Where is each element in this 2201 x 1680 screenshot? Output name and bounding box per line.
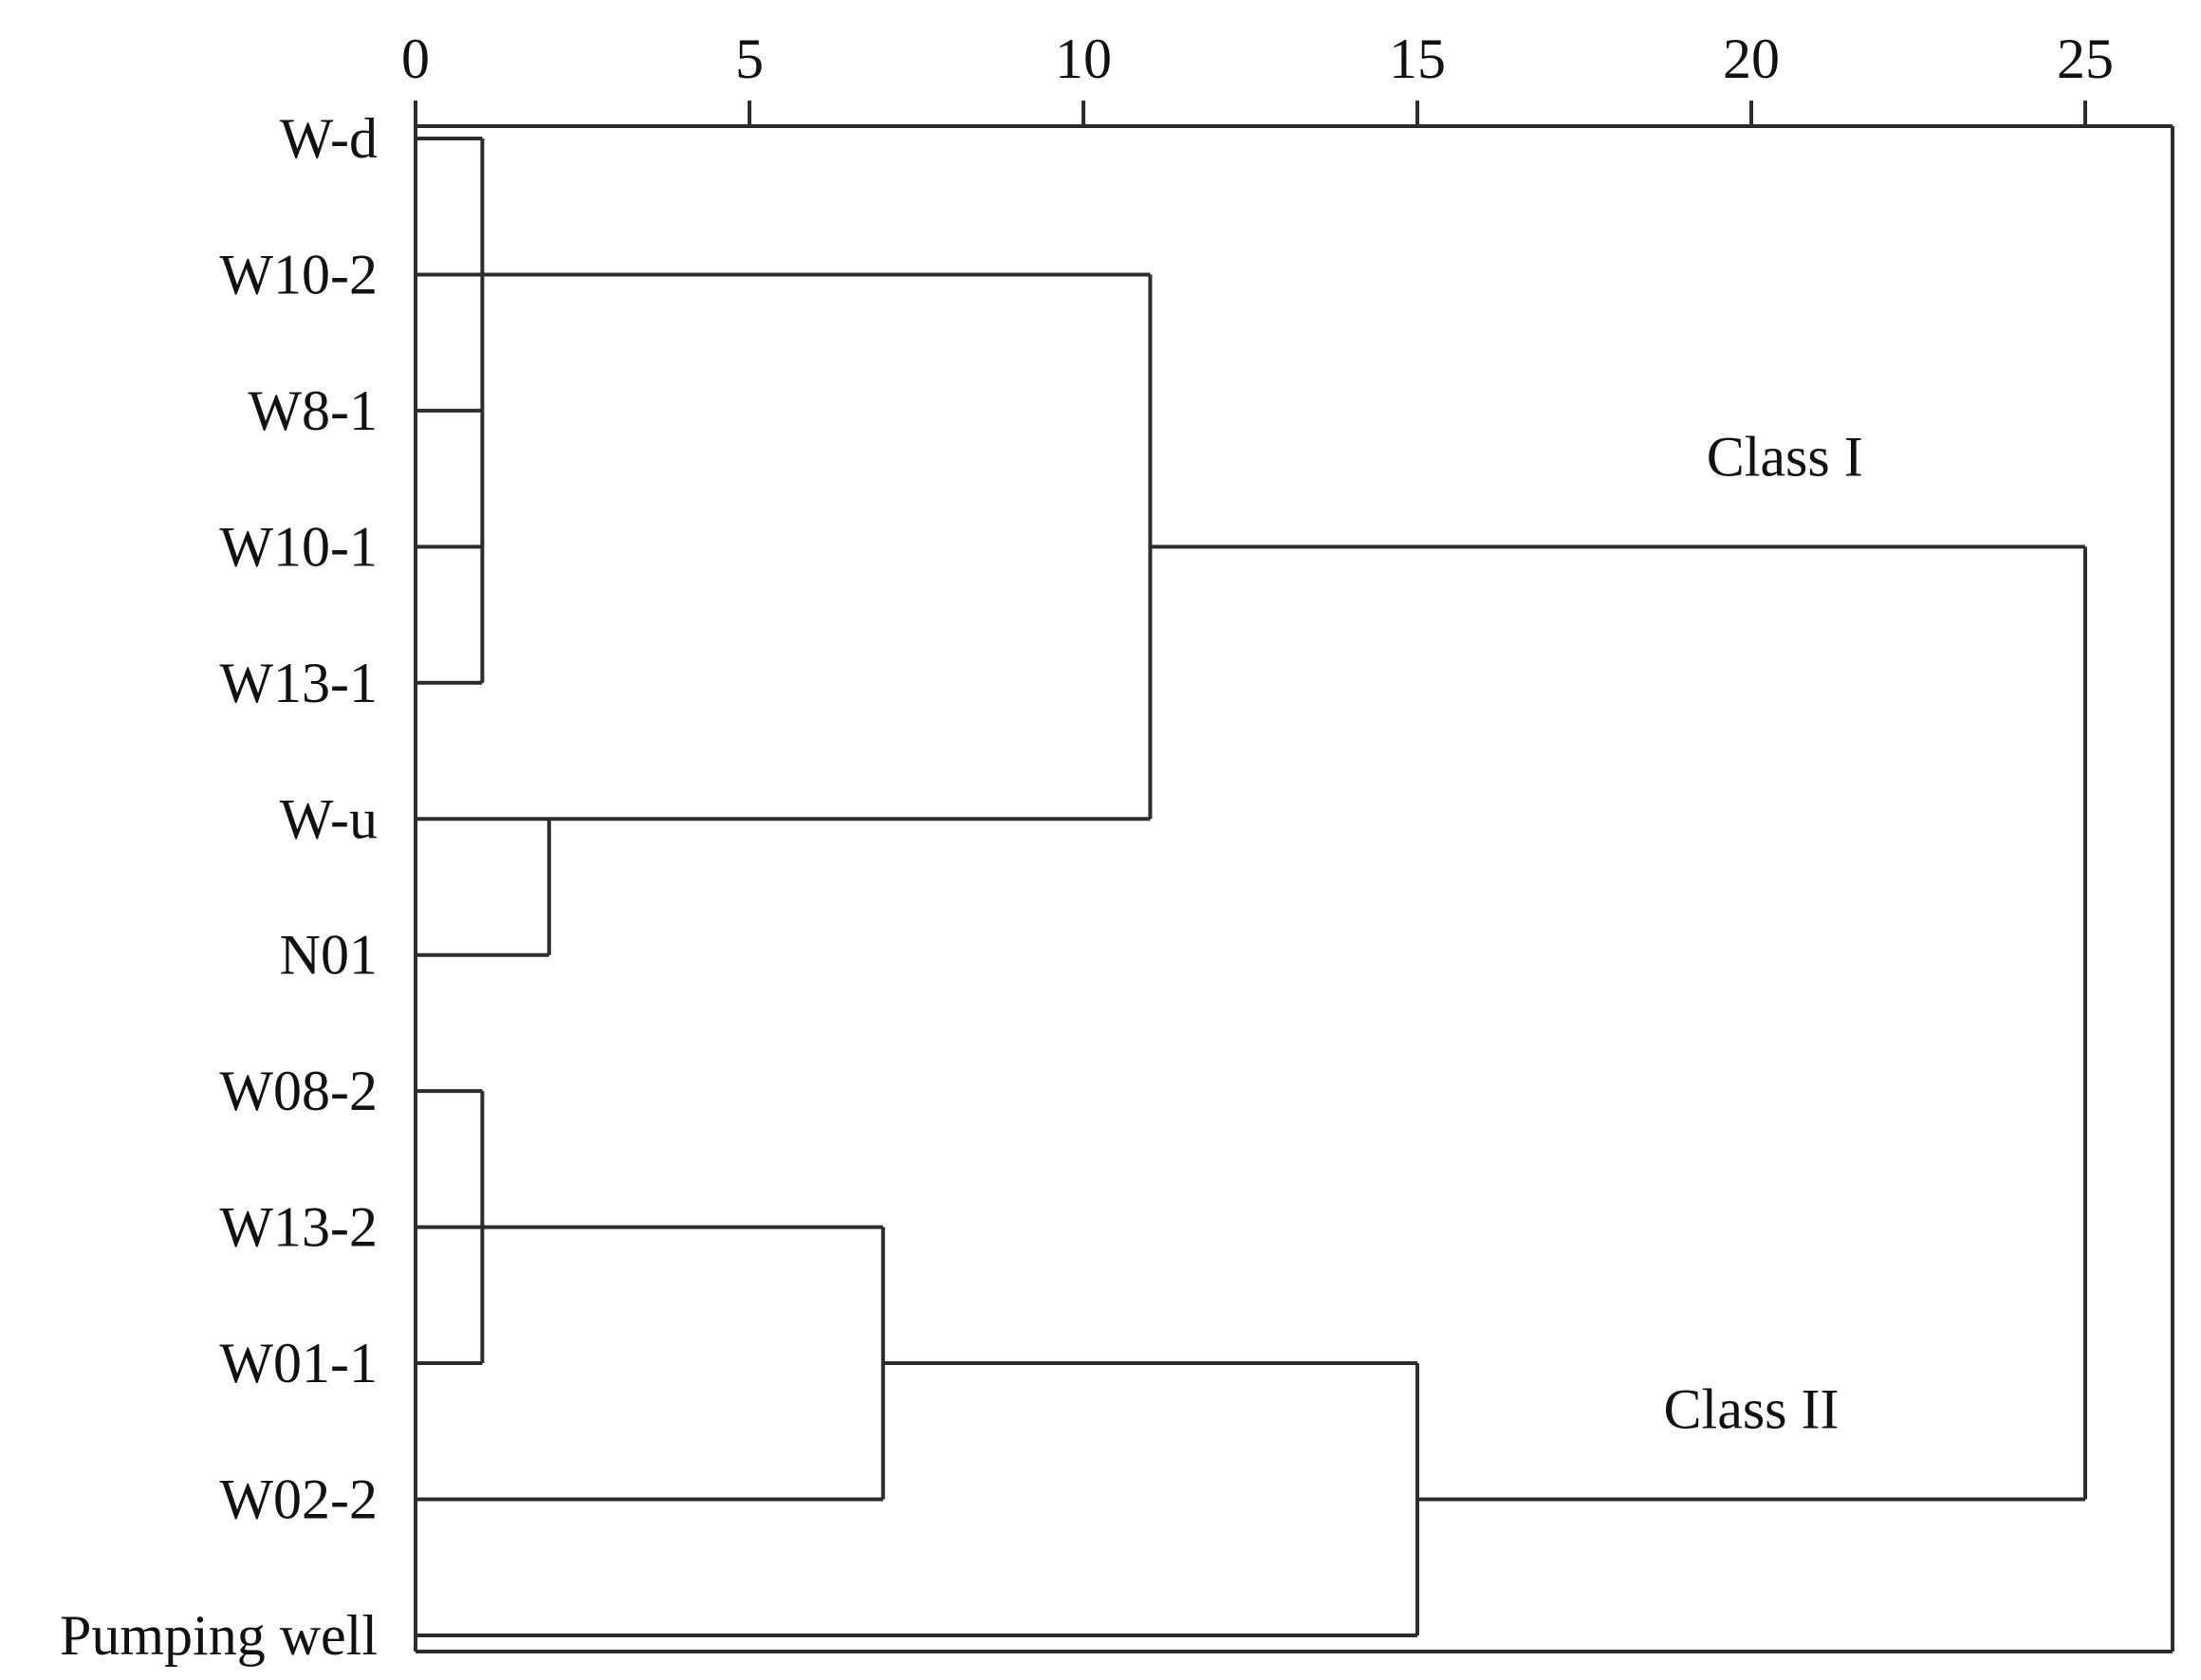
leaf-label: W10-2 [219,243,378,305]
axis-tick-label: 25 [2057,28,2114,90]
leaf-label: W-d [280,107,378,170]
leaf-label: W13-1 [219,652,378,714]
leaf-label: N01 [280,924,378,987]
leaf-label: W-u [280,787,378,850]
leaf-label: W01-1 [219,1332,378,1394]
axis-tick-label: 0 [401,28,430,90]
class-annotation: Class II [1664,1378,1840,1441]
leaf-label: W10-1 [219,515,378,578]
leaf-label: W8-1 [248,379,378,442]
axis-tick-label: 5 [735,28,764,90]
class-annotation: Class I [1707,425,1863,488]
leaf-label: W13-2 [219,1196,378,1259]
axis-tick-label: 15 [1389,28,1446,90]
axis-tick-label: 20 [1723,28,1780,90]
leaf-label: Pumping well [60,1604,378,1667]
axis-tick-label: 10 [1055,28,1112,90]
leaf-label: W02-2 [219,1468,378,1531]
leaf-label: W08-2 [219,1060,378,1122]
